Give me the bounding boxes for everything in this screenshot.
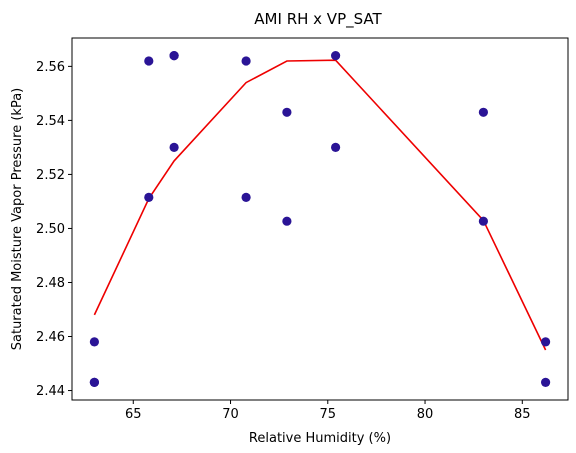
data-point xyxy=(541,337,551,347)
data-point xyxy=(144,56,154,66)
y-axis-label: Saturated Moisture Vapor Pressure (kPa) xyxy=(10,88,25,351)
data-point xyxy=(169,51,179,61)
x-tick-label: 70 xyxy=(222,407,239,422)
data-point xyxy=(331,51,341,61)
data-point xyxy=(478,216,488,226)
data-point xyxy=(478,107,488,117)
x-axis-label: Relative Humidity (%) xyxy=(249,431,391,446)
data-point xyxy=(331,142,341,152)
data-point xyxy=(241,56,251,66)
chart-title: AMI RH x VP_SAT xyxy=(254,10,382,29)
y-tick-label: 2.50 xyxy=(36,222,65,237)
y-axis: 2.44 2.46 2.48 2.50 2.52 2.54 2.56 xyxy=(36,60,72,399)
y-tick-label: 2.52 xyxy=(36,168,65,183)
y-tick-label: 2.48 xyxy=(36,276,65,291)
data-point xyxy=(541,377,551,387)
y-tick-label: 2.54 xyxy=(36,114,65,129)
x-tick-label: 75 xyxy=(320,407,337,422)
data-point xyxy=(282,216,292,226)
x-axis: 65 70 75 80 85 xyxy=(125,400,531,422)
plot-frame xyxy=(71,37,569,401)
data-point xyxy=(89,377,99,387)
y-tick-label: 2.44 xyxy=(36,384,65,399)
plot-area xyxy=(89,51,551,387)
data-point xyxy=(144,192,154,202)
y-tick-label: 2.56 xyxy=(36,60,65,75)
data-point xyxy=(89,337,99,347)
data-point xyxy=(169,142,179,152)
x-tick-label: 85 xyxy=(514,407,531,422)
y-tick-label: 2.46 xyxy=(36,330,65,345)
data-point xyxy=(282,107,292,117)
x-tick-label: 65 xyxy=(125,407,142,422)
fit-line xyxy=(93,59,547,351)
data-point xyxy=(241,192,251,202)
x-tick-label: 80 xyxy=(417,407,434,422)
